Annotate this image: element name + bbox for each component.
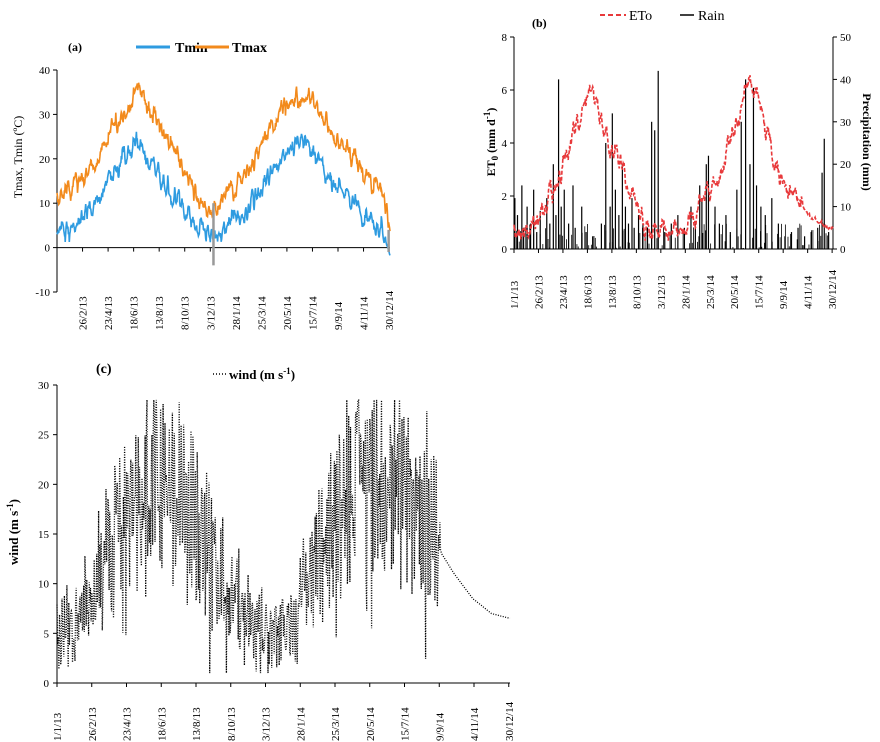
c-xtick-label: 28/1/14	[295, 707, 307, 741]
legend-tmax-label: Tmax	[232, 41, 267, 56]
legend-rain-label: Rain	[698, 9, 724, 24]
c-ytick-label: 30	[38, 380, 50, 392]
wind-ylabel-main: wind (m s	[6, 511, 21, 565]
panel-a: (a) Tmin Tmax Tmax, Tmin (ºC) -10 0 10 20 30…	[11, 40, 396, 330]
eto-ylabel-sup: -1	[482, 111, 492, 119]
a-ytick-label: 20	[39, 154, 51, 166]
c-xtick-label: 8/10/13	[226, 707, 238, 741]
b-ytick-right-label: 30	[840, 117, 852, 129]
eto-ylabel-close: )	[484, 108, 498, 112]
b-xtick-label: 13/8/13	[607, 275, 619, 309]
a-xtick-label: 26/2/13	[78, 296, 90, 330]
eto-ylabel-sub: 0	[490, 155, 500, 160]
a-xtick-label: 18/6/13	[129, 296, 141, 330]
a-xtick-label: 20/5/14	[282, 296, 294, 330]
a-ytick-label: 40	[39, 65, 51, 77]
a-ytick-label: -10	[35, 287, 50, 299]
series-tmax	[56, 82, 391, 232]
a-xtick-label: 4/11/14	[359, 296, 371, 330]
a-xtick-label: 30/12/14	[384, 290, 396, 330]
b-xtick-label: 3/12/13	[656, 275, 668, 309]
a-xtick-label: 23/4/13	[103, 296, 115, 330]
b-xtick-label: 23/4/13	[558, 275, 570, 309]
panel-a-ylabel: Tmax, Tmin (ºC)	[11, 116, 25, 199]
panel-b-ylabel-right: Precipitation (mm)	[860, 93, 874, 190]
panel-b: (b) ETo Rain ET0 (mm d-1) Precipitation …	[482, 9, 874, 309]
b-xtick-label: 8/10/13	[631, 275, 643, 309]
c-ytick-label: 25	[38, 430, 50, 442]
wind-ylabel-sup: -1	[5, 503, 15, 511]
wind-ylabel-close: )	[6, 499, 21, 503]
panel-b-ylabel-left: ET0 (mm d-1)	[482, 108, 500, 177]
legend-eto-label: ETo	[629, 9, 652, 24]
b-xtick-label: 30/12/14	[827, 269, 839, 309]
a-xtick-label: 25/3/14	[256, 296, 268, 330]
c-xtick-label: 26/2/13	[87, 707, 99, 741]
a-xtick-label: 8/10/13	[180, 296, 192, 330]
b-xtick-label: 9/9/14	[778, 280, 790, 309]
b-xtick-label: 25/3/14	[705, 275, 717, 309]
legend-wind-label: wind (m s-1)	[229, 366, 295, 382]
c-xtick-label: 23/4/13	[122, 707, 134, 741]
c-ytick-label: 5	[44, 628, 50, 640]
panel-c-ylabel: wind (m s-1)	[5, 499, 21, 565]
c-xtick-label: 3/12/13	[261, 707, 273, 741]
legend-tmin-label: Tmin	[175, 41, 208, 56]
panel-b-label: (b)	[532, 16, 547, 30]
c-xtick-label: 13/8/13	[191, 707, 203, 741]
b-xtick-label: 28/1/14	[680, 275, 692, 309]
a-xtick-label: 15/7/14	[307, 296, 319, 330]
c-ytick-label: 20	[38, 479, 50, 491]
panel-c: (c) wind (m s-1) wind (m s-1) 0510152025…	[5, 362, 516, 741]
c-xtick-label: 18/6/13	[156, 707, 168, 741]
eto-ylabel-main: ET	[484, 160, 498, 176]
c-ytick-label: 15	[38, 529, 50, 541]
series-wind	[56, 399, 511, 674]
a-ytick-label: 30	[39, 109, 51, 121]
b-ytick-left-label: 6	[502, 85, 508, 97]
a-ytick-label: 0	[45, 243, 51, 255]
c-ytick-label: 0	[44, 678, 50, 690]
series-eto	[513, 75, 834, 241]
legend-wind-close: )	[291, 367, 295, 382]
b-ytick-left-label: 8	[502, 32, 508, 44]
b-xtick-label: 1/1/13	[509, 280, 521, 309]
c-xtick-label: 1/1/13	[52, 712, 64, 741]
c-xtick-label: 20/5/14	[365, 707, 377, 741]
c-xtick-label: 15/7/14	[400, 707, 412, 741]
b-ytick-left-label: 4	[502, 138, 508, 150]
a-xtick-label: 13/8/13	[154, 296, 166, 330]
eto-ylabel-unit: (mm d	[484, 119, 498, 153]
panel-a-label: (a)	[68, 40, 82, 54]
panel-c-label: (c)	[96, 362, 112, 377]
legend-wind-sup: -1	[283, 366, 291, 376]
legend-wind-text: wind (m s	[229, 367, 283, 382]
b-ytick-right-label: 40	[840, 74, 852, 86]
b-xtick-label: 4/11/14	[803, 275, 815, 309]
b-ytick-left-label: 0	[502, 244, 508, 256]
a-ytick-label: 10	[39, 198, 51, 210]
c-xtick-label: 9/9/14	[434, 712, 446, 741]
b-ytick-left-label: 2	[502, 191, 508, 203]
c-xtick-label: 4/11/14	[469, 707, 481, 741]
a-xtick-label: 9/9/14	[333, 301, 345, 330]
c-xtick-label: 30/12/14	[504, 701, 516, 741]
b-xtick-label: 18/6/13	[582, 275, 594, 309]
c-xtick-label: 25/3/14	[330, 707, 342, 741]
b-ytick-right-label: 10	[840, 202, 852, 214]
b-xtick-label: 15/7/14	[754, 275, 766, 309]
b-xtick-label: 26/2/13	[533, 275, 545, 309]
b-ytick-right-label: 20	[840, 159, 852, 171]
a-xtick-label: 3/12/13	[205, 296, 217, 330]
c-ytick-label: 10	[38, 579, 50, 591]
b-ytick-right-label: 50	[840, 32, 852, 44]
b-xtick-label: 20/5/14	[729, 275, 741, 309]
a-xtick-label: 28/1/14	[231, 296, 243, 330]
b-ytick-right-label: 0	[840, 244, 846, 256]
series-tmin	[56, 131, 391, 256]
